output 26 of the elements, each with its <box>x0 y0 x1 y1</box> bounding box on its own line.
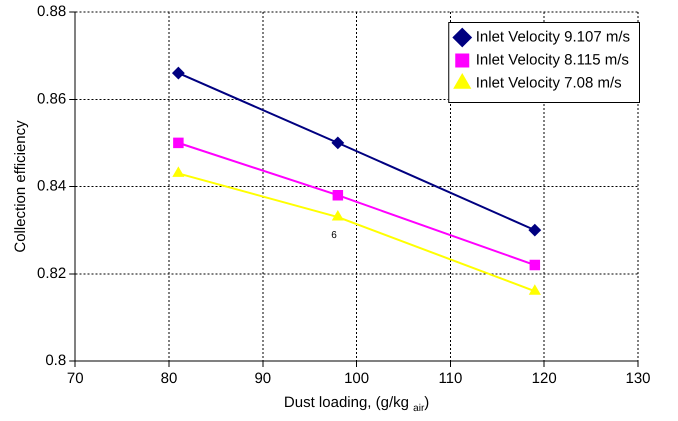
point <box>528 224 541 236</box>
point <box>530 260 540 270</box>
point <box>332 211 344 221</box>
legend-label: Inlet Velocity 9.107 m/s <box>476 28 630 46</box>
x-tick-label: 120 <box>532 370 557 388</box>
point <box>529 285 540 295</box>
y-tick-label: 0.84 <box>36 178 66 195</box>
x-tick-label: 110 <box>438 370 462 388</box>
point <box>172 67 184 80</box>
point <box>332 190 344 200</box>
annotation: 6 <box>331 230 338 242</box>
x-tick-label: 80 <box>160 370 178 388</box>
legend-label: Inlet Velocity 8.115 m/s <box>476 52 629 69</box>
y-tick-label: 0.86 <box>36 90 66 108</box>
y-tick-label: 0.82 <box>36 264 66 282</box>
point <box>173 167 184 177</box>
x-tick-label: 130 <box>625 370 651 388</box>
point <box>332 136 344 149</box>
legend-label: Inlet Velocity 7.08 m/s <box>476 74 622 92</box>
x-tick-label: 70 <box>66 370 84 388</box>
y-tick-label: 0.8 <box>45 352 66 370</box>
x-tick-label: 100 <box>344 370 370 388</box>
point <box>173 138 184 148</box>
y-tick-label: 0.88 <box>36 3 66 20</box>
x-tick-label: 90 <box>254 370 272 388</box>
y-axis-title: Collection efficiency <box>12 120 30 253</box>
